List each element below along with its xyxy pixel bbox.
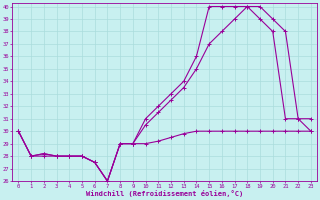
X-axis label: Windchill (Refroidissement éolien,°C): Windchill (Refroidissement éolien,°C) — [86, 190, 243, 197]
